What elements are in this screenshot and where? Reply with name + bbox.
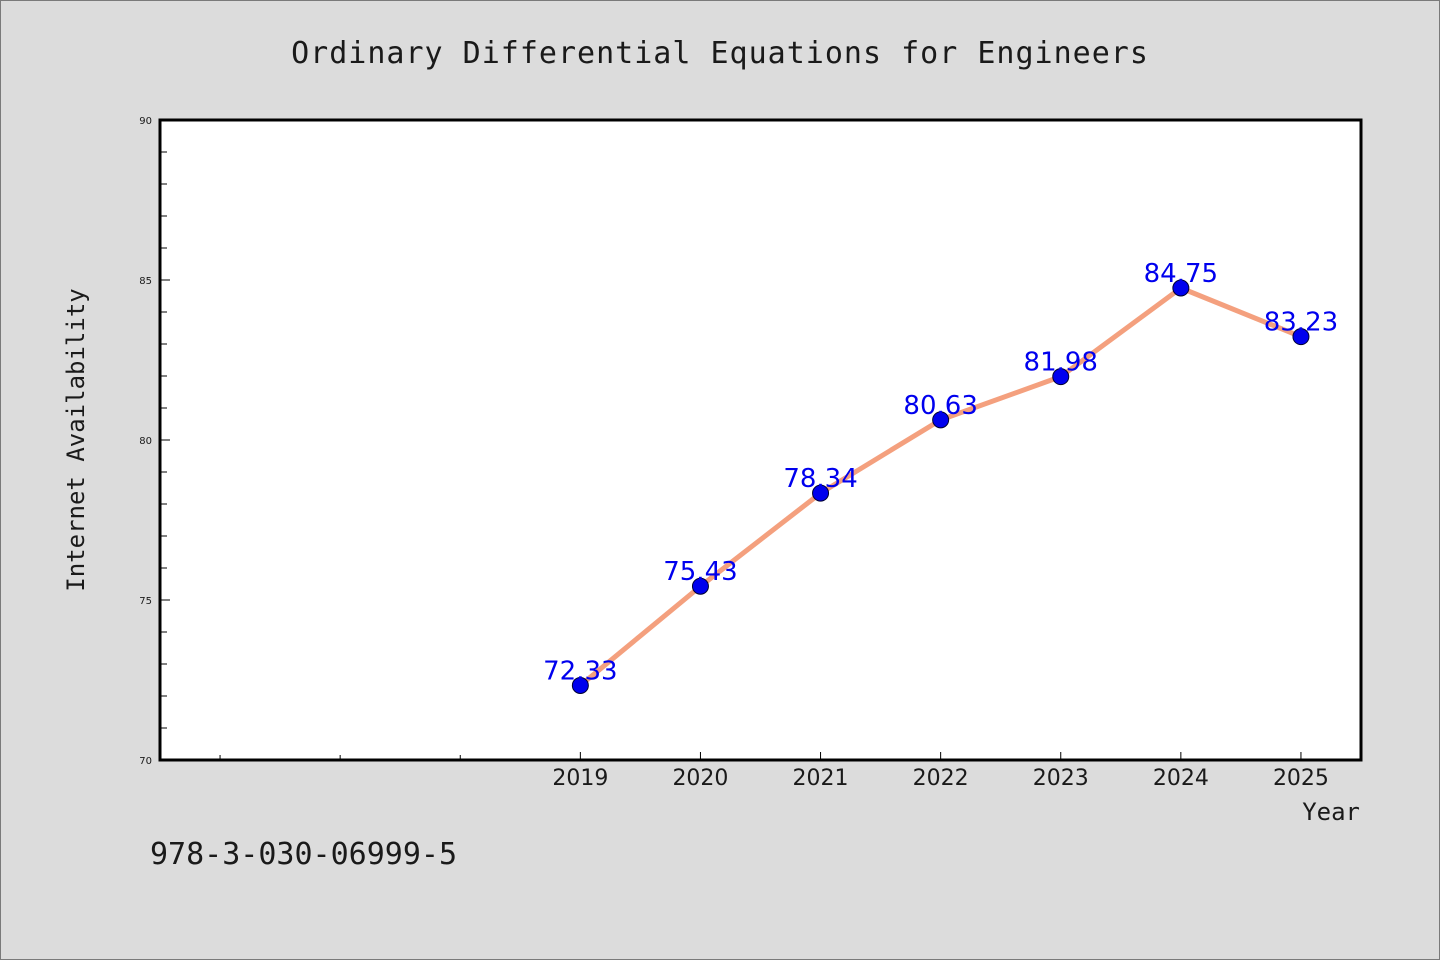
data-point: [571, 676, 589, 694]
x-tick-label: 2021: [793, 766, 849, 791]
data-point: [691, 577, 709, 595]
x-tick-label: 2020: [672, 766, 728, 791]
x-tick-label: 2023: [1033, 766, 1089, 791]
plot-area: [160, 120, 1361, 760]
data-point: [1052, 368, 1070, 386]
data-label: 83.23: [1264, 308, 1338, 338]
data-labels: 72.33 75.43 78.34 80.63 81.98 84.75 83.23: [543, 259, 1338, 686]
data-point: [1292, 328, 1310, 346]
y-axis-label: Internet Availability: [62, 288, 90, 591]
y-tick-label: 70: [139, 756, 152, 767]
x-axis-ticks: 2019 2020 2021 2022 2023 2024 2025: [219, 752, 1329, 791]
y-tick-label: 75: [139, 596, 152, 607]
data-markers: [571, 279, 1310, 694]
data-label: 72.33: [543, 656, 617, 686]
data-label: 80.63: [903, 391, 977, 421]
x-axis-label: Year: [1302, 798, 1360, 826]
data-point: [932, 411, 950, 429]
data-label: 78.34: [783, 464, 857, 494]
x-tick-label: 2022: [913, 766, 969, 791]
data-label: 75.43: [663, 557, 737, 587]
data-label: 84.75: [1144, 259, 1218, 289]
x-tick-label: 2019: [552, 766, 608, 791]
chart-title: Ordinary Differential Equations for Engi…: [291, 36, 1149, 71]
plot-border: [158, 118, 1363, 762]
data-label: 81.98: [1024, 348, 1098, 378]
y-tick-label: 90: [139, 116, 152, 127]
data-point: [812, 484, 830, 502]
x-tick-label: 2025: [1273, 766, 1329, 791]
data-point: [1172, 279, 1190, 297]
y-tick-label: 85: [139, 276, 152, 287]
isbn-text: 978-3-030-06999-5: [150, 837, 457, 872]
x-tick-label: 2024: [1153, 766, 1209, 791]
y-tick-label: 80: [139, 436, 152, 447]
